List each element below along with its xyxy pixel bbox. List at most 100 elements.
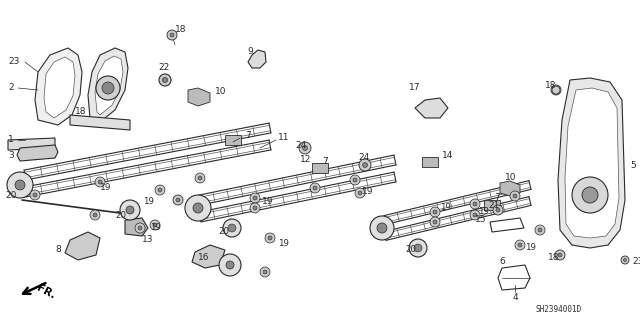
Circle shape (518, 243, 522, 247)
Text: 19: 19 (478, 207, 489, 217)
Polygon shape (95, 56, 123, 115)
Circle shape (572, 177, 608, 213)
Circle shape (299, 142, 311, 154)
Circle shape (198, 176, 202, 180)
Text: 20: 20 (218, 227, 229, 236)
Circle shape (355, 188, 365, 198)
Circle shape (433, 210, 437, 214)
Text: 18: 18 (175, 26, 186, 34)
Circle shape (193, 203, 203, 213)
Circle shape (120, 200, 140, 220)
Circle shape (176, 198, 180, 202)
Circle shape (195, 173, 205, 183)
Circle shape (228, 224, 236, 232)
Circle shape (95, 177, 105, 187)
Text: 6: 6 (499, 257, 505, 266)
Circle shape (150, 220, 160, 230)
Circle shape (555, 250, 565, 260)
Circle shape (96, 76, 120, 100)
Circle shape (470, 199, 480, 209)
Circle shape (260, 267, 270, 277)
Text: 19: 19 (143, 197, 154, 206)
Polygon shape (484, 200, 500, 210)
Polygon shape (500, 181, 520, 196)
Circle shape (473, 213, 477, 217)
Polygon shape (422, 157, 438, 167)
Text: SH2394001D: SH2394001D (535, 306, 581, 315)
Circle shape (223, 219, 241, 237)
Text: 23: 23 (8, 57, 19, 66)
Text: 10: 10 (215, 87, 227, 97)
Circle shape (250, 193, 260, 203)
Circle shape (362, 162, 367, 167)
Circle shape (370, 216, 394, 240)
Text: 14: 14 (442, 152, 453, 160)
Text: 4: 4 (512, 293, 518, 302)
Polygon shape (70, 115, 130, 130)
Text: 9: 9 (247, 48, 253, 56)
Polygon shape (65, 232, 100, 260)
Circle shape (253, 196, 257, 200)
Circle shape (268, 236, 272, 240)
Circle shape (126, 206, 134, 214)
Circle shape (170, 33, 174, 37)
Circle shape (510, 191, 520, 201)
Circle shape (102, 82, 114, 94)
Text: 23: 23 (632, 257, 640, 266)
Circle shape (33, 193, 37, 197)
Circle shape (538, 228, 542, 232)
Text: 20: 20 (405, 246, 416, 255)
Circle shape (554, 88, 558, 92)
Text: FR.: FR. (35, 283, 57, 301)
Circle shape (430, 217, 440, 227)
Text: 10: 10 (505, 174, 516, 182)
Circle shape (173, 195, 183, 205)
Circle shape (90, 210, 100, 220)
Circle shape (226, 261, 234, 269)
Circle shape (310, 183, 320, 193)
Circle shape (253, 206, 257, 210)
Circle shape (552, 86, 560, 94)
Text: 24: 24 (295, 140, 307, 150)
Circle shape (7, 172, 33, 198)
Circle shape (558, 253, 562, 257)
Text: 18: 18 (75, 108, 86, 116)
Polygon shape (125, 218, 148, 236)
Text: 17: 17 (409, 84, 420, 93)
Circle shape (353, 178, 357, 182)
Circle shape (159, 74, 171, 86)
Text: 11: 11 (278, 132, 289, 142)
Circle shape (185, 195, 211, 221)
Circle shape (535, 225, 545, 235)
Circle shape (135, 223, 145, 233)
Circle shape (250, 203, 260, 213)
Circle shape (430, 207, 440, 217)
Text: 19: 19 (150, 224, 161, 233)
Circle shape (153, 223, 157, 227)
Text: 20: 20 (5, 190, 17, 199)
Circle shape (15, 180, 25, 190)
Polygon shape (17, 145, 58, 161)
Circle shape (493, 205, 503, 215)
Text: 22: 22 (158, 63, 169, 72)
Polygon shape (44, 57, 75, 118)
Text: 13: 13 (142, 235, 154, 244)
Circle shape (433, 220, 437, 224)
Polygon shape (88, 48, 128, 122)
Text: 7: 7 (322, 158, 328, 167)
Circle shape (551, 85, 561, 95)
Polygon shape (8, 138, 55, 150)
Circle shape (358, 191, 362, 195)
Text: 2: 2 (8, 84, 13, 93)
Circle shape (513, 194, 517, 198)
Text: 7: 7 (494, 194, 500, 203)
Text: 19: 19 (262, 197, 273, 206)
Circle shape (263, 270, 267, 274)
Text: 19: 19 (362, 188, 374, 197)
Circle shape (623, 258, 627, 262)
Polygon shape (248, 50, 266, 68)
Circle shape (582, 187, 598, 203)
Text: 19: 19 (440, 204, 451, 212)
Circle shape (473, 202, 477, 206)
Circle shape (158, 188, 162, 192)
